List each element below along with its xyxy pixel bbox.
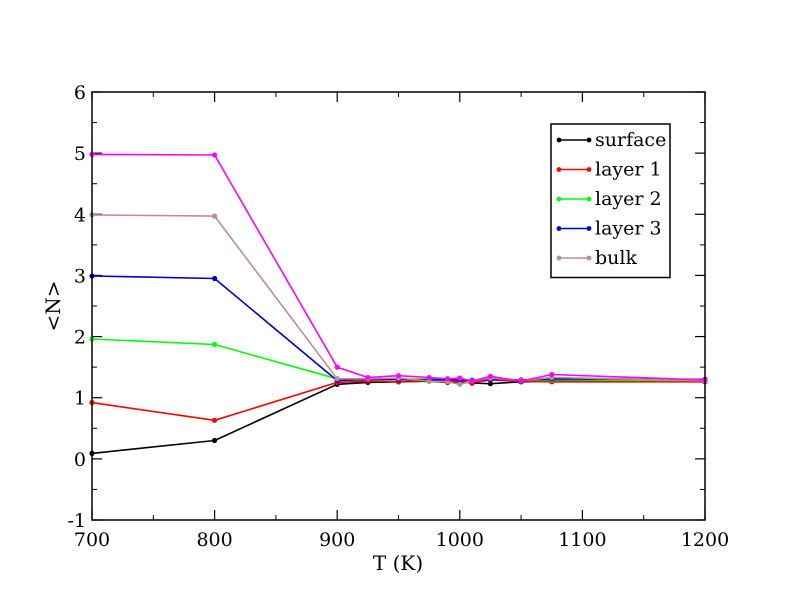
data-point — [549, 371, 555, 378]
legend-marker — [556, 196, 562, 202]
legend-item: layer 3 — [556, 218, 662, 240]
legend-label: layer 1 — [595, 159, 662, 181]
y-tick-label: 1 — [74, 388, 86, 410]
data-point — [212, 275, 218, 282]
data-point — [444, 376, 451, 382]
data-point — [487, 381, 494, 387]
data-point — [212, 341, 218, 348]
legend-marker — [586, 137, 592, 143]
legend-box — [550, 123, 671, 279]
legend-marker — [586, 196, 592, 202]
legend-label: surface — [595, 129, 666, 151]
x-tick-label: 900 — [319, 529, 355, 551]
x-axis-title: T (K) — [373, 551, 423, 575]
data-point — [212, 417, 218, 423]
legend-marker — [556, 167, 562, 172]
legend-item: surface — [556, 129, 666, 151]
legend: surface layer 1 layer 2 layer 3 bulk — [550, 123, 671, 279]
legend-item: layer 2 — [556, 188, 662, 210]
legend-marker — [586, 255, 592, 261]
data-point — [212, 152, 218, 158]
data-point — [426, 378, 432, 384]
data-point — [426, 374, 432, 381]
data-point — [334, 376, 340, 382]
legend-marker — [586, 167, 592, 172]
y-tick-label: 5 — [74, 143, 86, 165]
data-point — [518, 378, 524, 384]
x-tick-label: 800 — [196, 529, 232, 551]
series-layer — [89, 151, 708, 456]
y-tick-label: 2 — [74, 327, 86, 349]
y-tick-label: 3 — [74, 265, 86, 287]
data-point — [212, 437, 218, 444]
series-unnamed-5 — [89, 151, 708, 384]
data-point — [365, 374, 371, 381]
legend-marker — [556, 137, 562, 143]
data-point — [334, 364, 340, 370]
legend-marker — [586, 226, 592, 231]
x-tick-label: 1200 — [681, 529, 729, 551]
data-point — [212, 213, 218, 219]
x-tick-label: 1000 — [436, 529, 484, 551]
data-point — [457, 375, 463, 381]
tick-labels: 700 800 900 1000 1100 1200 -1 0 1 2 3 4 5 6 — [67, 82, 729, 551]
legend-marker — [556, 226, 562, 231]
x-tick-label: 700 — [74, 529, 110, 551]
data-point — [395, 373, 402, 379]
data-point — [469, 378, 475, 384]
data-point — [487, 373, 494, 379]
legend-label: layer 3 — [595, 218, 662, 240]
legend-item: bulk — [556, 247, 637, 269]
legend-label: layer 2 — [595, 188, 662, 210]
legend-item: layer 1 — [556, 159, 662, 181]
y-tick-label: -1 — [67, 510, 86, 532]
legend-label: bulk — [595, 247, 637, 269]
plot-frame — [91, 91, 706, 521]
y-tick-label: 0 — [74, 449, 86, 471]
y-axis-title: <N> — [41, 280, 65, 331]
y-tick-label: 6 — [74, 82, 86, 104]
data-point — [457, 381, 463, 387]
legend-marker — [556, 255, 562, 261]
x-tick-label: 1100 — [558, 529, 606, 551]
y-tick-label: 4 — [74, 204, 86, 226]
